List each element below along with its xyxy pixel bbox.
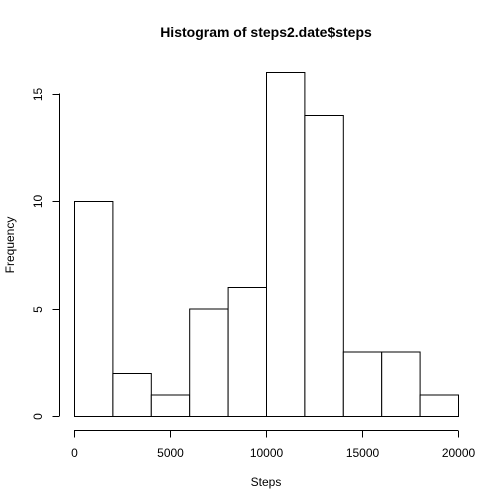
x-axis: 0 5000 10000 15000 20000 <box>71 430 476 460</box>
y-axis-label: Frequency <box>3 217 17 274</box>
y-tick-label-3: 15 <box>31 88 45 102</box>
x-axis-label: Steps <box>251 475 282 489</box>
histogram-bar-6 <box>266 72 306 417</box>
histogram-bar-5 <box>227 287 268 417</box>
histogram-bar-4 <box>189 308 229 417</box>
chart-title: Histogram of steps2.date$steps <box>160 24 372 40</box>
histogram-bar-2 <box>112 373 152 417</box>
x-tick-label-3: 15000 <box>346 446 380 460</box>
histogram-bar-8 <box>342 351 383 417</box>
y-axis: 0 5 10 15 <box>31 88 60 420</box>
bars-group <box>74 72 460 417</box>
y-tick-label-1: 5 <box>31 306 45 313</box>
histogram-bar-7 <box>304 115 344 417</box>
histogram-bar-10 <box>419 394 460 417</box>
x-tick-label-0: 0 <box>71 446 78 460</box>
y-tick-label-2: 10 <box>31 195 45 209</box>
histogram-bar-1 <box>74 201 114 417</box>
x-tick-label-4: 20000 <box>442 446 476 460</box>
y-tick-label-0: 0 <box>31 413 45 420</box>
x-tick-label-1: 5000 <box>157 446 184 460</box>
x-tick-label-2: 10000 <box>250 446 284 460</box>
histogram-bar-3 <box>150 394 191 417</box>
histogram-bar-9 <box>381 351 421 417</box>
